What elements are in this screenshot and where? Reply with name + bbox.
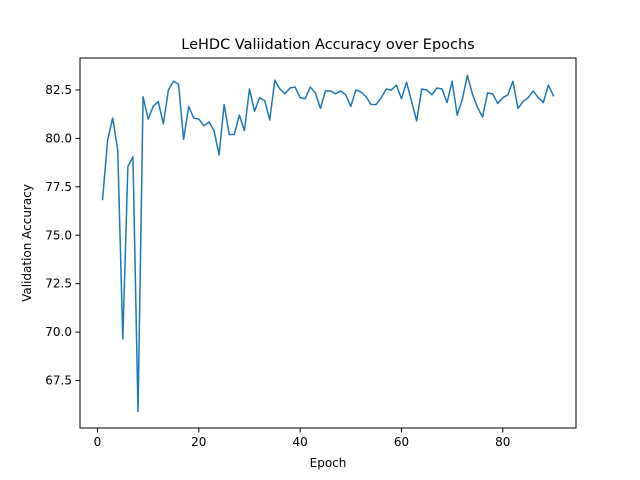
series-layer	[101, 74, 555, 413]
x-tick-label: 40	[292, 435, 307, 449]
y-axis-label: Validation Accuracy	[20, 184, 34, 302]
y-axis: 67.5 70.0 72.5 75.0 77.5 80.0 82.5	[45, 83, 80, 388]
y-tick-label: 77.5	[45, 180, 72, 194]
x-axis-label: Epoch	[310, 456, 347, 470]
x-axis: 0 20 40 60 80	[94, 428, 510, 449]
y-tick-label: 82.5	[45, 83, 72, 97]
y-tick-label: 80.0	[45, 131, 72, 145]
series-line	[101, 74, 555, 413]
plot-frame	[79, 57, 577, 429]
y-tick-label: 67.5	[45, 374, 72, 388]
y-tick-label: 72.5	[45, 277, 72, 291]
x-tick-label: 80	[495, 435, 510, 449]
y-tick-label: 70.0	[45, 325, 72, 339]
plot-area: 0 20 40 60 80 67.5 70.0 72.5 75.0 77.5 80.0 82.5	[45, 57, 577, 449]
x-tick-label: 0	[94, 435, 102, 449]
x-tick-label: 60	[394, 435, 409, 449]
chart-title: LeHDC Valiidation Accuracy over Epochs	[181, 37, 475, 53]
x-tick-label: 20	[191, 435, 206, 449]
y-tick-label: 75.0	[45, 228, 72, 242]
